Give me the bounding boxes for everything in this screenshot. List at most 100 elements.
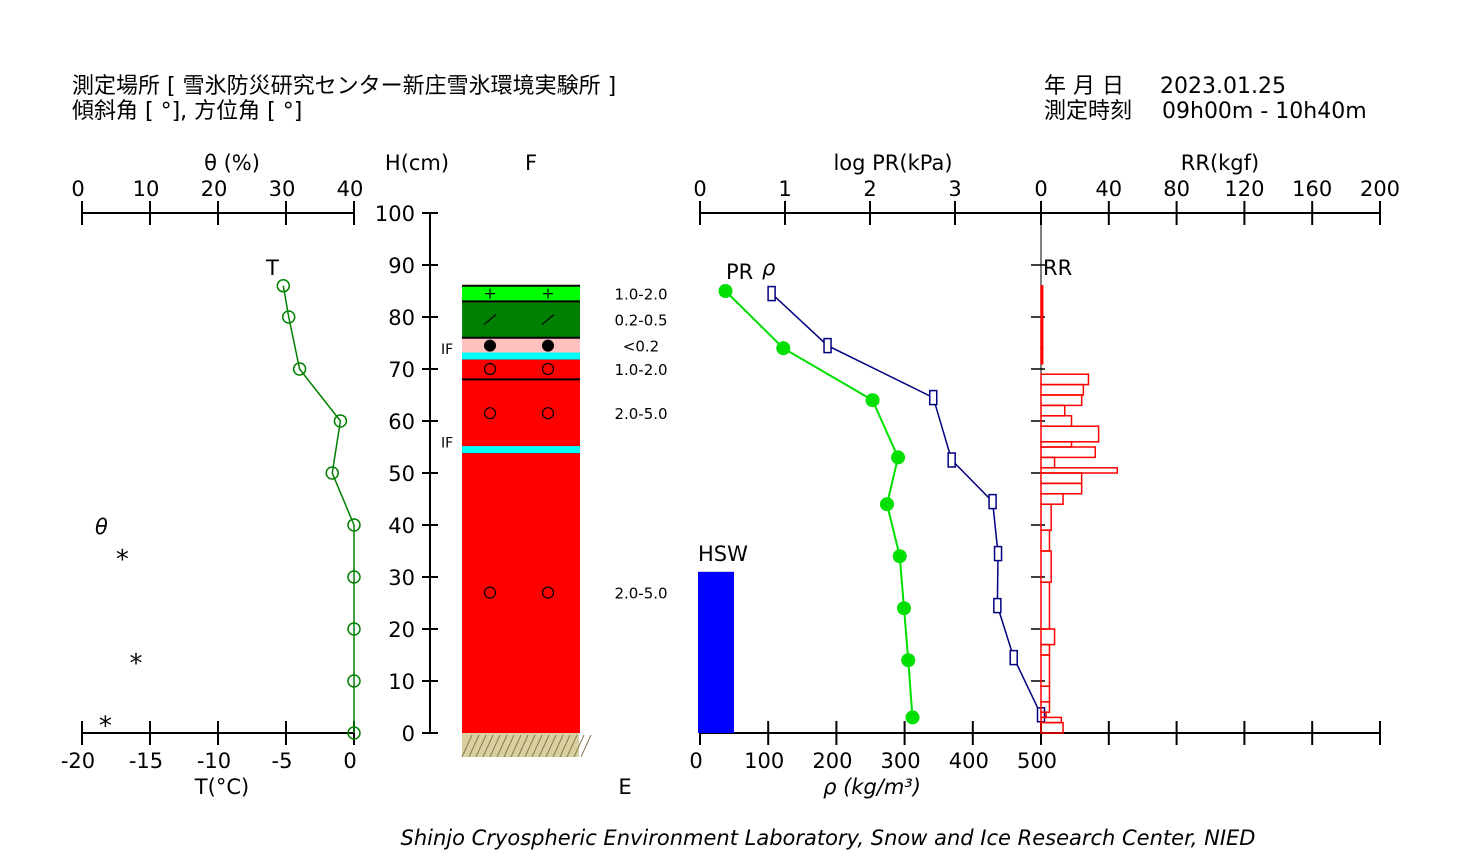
rr-bar	[1040, 285, 1044, 349]
rr-tick-label: 200	[1360, 177, 1400, 201]
height-tick-label: 100	[375, 202, 415, 226]
rr-bar	[1040, 643, 1051, 656]
theta-series: * * *	[99, 545, 143, 741]
pr-axis-ticks: 0 1 2 3	[693, 177, 962, 225]
rr-bar	[1040, 383, 1085, 396]
ground-hatch-line	[566, 734, 578, 758]
theta-tick-label: 10	[133, 177, 160, 201]
rr-bar	[1040, 628, 1056, 646]
height-axis-label: H(cm)	[385, 151, 449, 175]
density-tick-label: 200	[812, 749, 852, 773]
layer-grain-size: 1.0-2.0	[614, 361, 667, 379]
rr-tick-label: 120	[1224, 177, 1264, 201]
layer-grain-symbol	[483, 314, 497, 326]
temperature-series-label: T	[265, 256, 279, 280]
layer-grain-symbol	[483, 407, 497, 420]
slope-label: 傾斜角 [ °], 方位角 [ °]	[72, 99, 302, 124]
ice-film-label: IF	[441, 342, 453, 358]
height-tick-label: 60	[388, 410, 415, 434]
rr-bar	[1040, 482, 1083, 495]
ground-hatch-line	[489, 734, 501, 758]
layer-grain-symbol	[541, 407, 555, 420]
layer-grain-symbol	[483, 362, 497, 376]
height-tick-label: 0	[402, 722, 415, 746]
date-label: 年 月 日	[1044, 74, 1124, 99]
rr-bar	[1040, 394, 1083, 407]
pr-series-label: PR	[726, 260, 753, 284]
ground-hatch-line	[517, 734, 529, 758]
rr-bar	[1040, 467, 1119, 474]
rr-bar	[1040, 404, 1066, 417]
site-label: 測定場所 [ 雪氷防災研究センター新庄雪氷環境実験所 ]	[72, 74, 616, 99]
temperature-series	[276, 279, 361, 740]
rr-bar	[1040, 581, 1051, 630]
ground-hatch-line	[559, 734, 571, 758]
rr-tick-label: 80	[1163, 177, 1190, 201]
ground-hatch-line	[538, 734, 550, 758]
temperature-point	[333, 414, 348, 428]
rr-bar	[1040, 493, 1064, 505]
density-point	[767, 285, 776, 302]
layer-grain-size: 2.0-5.0	[614, 585, 667, 603]
ground-hatch-line	[475, 734, 487, 758]
ground-hatch-line	[510, 734, 522, 758]
ram-resistance-panel: RR(kgf) 0 40 80 120 160 200 RR	[1031, 151, 1400, 745]
layer-top-label: F	[525, 151, 537, 175]
temperature-tick-label: -15	[129, 749, 163, 773]
temperature-axis-label: T(°C)	[194, 775, 249, 799]
rr-bar	[1040, 503, 1052, 531]
rr-axis-ticks: 0 40 80 120 160 200	[1034, 177, 1400, 745]
rr-bar	[1040, 472, 1083, 485]
theta-tick-label: 20	[201, 177, 228, 201]
density-point	[823, 337, 832, 354]
density-point	[947, 452, 956, 468]
pr-tick-label: 0	[693, 177, 706, 201]
layer-grain-symbol	[483, 586, 497, 599]
date-value: 2023.01.25	[1160, 74, 1286, 99]
snow-layer	[462, 452, 580, 733]
rr-tick-label: 40	[1095, 177, 1122, 201]
density-tick-label: 300	[881, 749, 921, 773]
temperature-point	[325, 466, 339, 480]
ground-hatch-line	[468, 734, 480, 758]
rr-bar	[1040, 456, 1056, 469]
pr-point	[892, 549, 907, 564]
ground-hatch-line	[496, 734, 508, 758]
layer-grain-symbol	[543, 288, 553, 299]
density-tick-label: 400	[949, 749, 989, 773]
height-tick-label: 10	[388, 670, 415, 694]
pr-series	[718, 284, 920, 725]
pr-point	[865, 393, 880, 408]
rr-bar	[1040, 721, 1064, 734]
pr-tick-label: 1	[778, 177, 791, 201]
height-tick-label: 90	[388, 254, 415, 278]
theta-tick-label: 0	[71, 177, 84, 201]
ground-hatch-line	[580, 734, 592, 758]
density-point	[928, 389, 938, 406]
rr-bar	[1040, 441, 1073, 448]
snow-layer	[462, 379, 580, 447]
time-label: 測定時刻	[1044, 99, 1132, 124]
pr-tick-label: 2	[863, 177, 876, 201]
layer-grain-symbol	[484, 339, 496, 352]
theta-axis-ticks: 0 10 20 30 40	[71, 177, 363, 225]
rr-bars	[1040, 285, 1119, 734]
height-tick-label: 50	[388, 462, 415, 486]
theta-tick-label: 30	[269, 177, 296, 201]
rr-bar	[1040, 425, 1100, 443]
snow-layer	[462, 337, 580, 354]
density-axis-label: ρ (kg/m³)	[823, 775, 921, 799]
ground-hatch-line	[545, 734, 557, 758]
rr-bar	[1040, 415, 1073, 427]
snow-layer	[462, 358, 580, 380]
ice-film-label: IF	[441, 436, 453, 452]
density-point	[1009, 649, 1018, 666]
temperature-point	[347, 674, 361, 688]
rr-tick-label: 160	[1292, 177, 1332, 201]
ground-hatch-line	[531, 734, 543, 758]
layer-grain-symbol	[542, 339, 554, 352]
footer-credit: Shinjo Cryospheric Environment Laborator…	[401, 826, 1256, 850]
layer-grain-symbol	[485, 288, 495, 299]
density-point	[993, 597, 1002, 614]
